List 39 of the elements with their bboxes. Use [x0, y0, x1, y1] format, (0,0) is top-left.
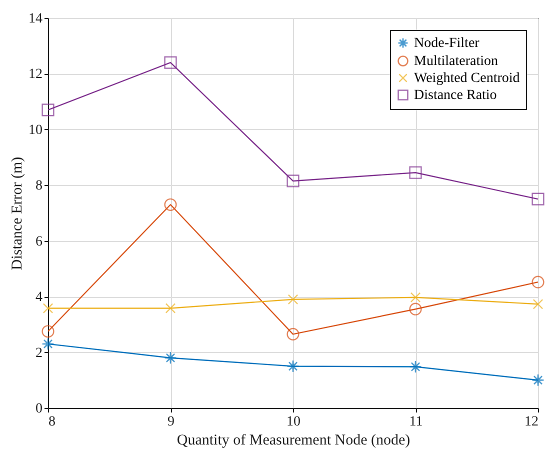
point: [410, 292, 421, 303]
point: [286, 328, 300, 340]
point: [164, 198, 177, 211]
y-tick-label: 14: [28, 12, 42, 26]
point: [164, 56, 177, 69]
legend-label: Multilateration: [414, 54, 498, 69]
point: [42, 303, 54, 314]
legend-label: Distance Ratio: [414, 88, 497, 103]
legend-label: Weighted Centroid: [414, 71, 520, 86]
point: [42, 338, 54, 350]
point: [409, 302, 422, 316]
x-tick-label: 10: [286, 414, 300, 430]
y-tick-label: 6: [36, 234, 42, 250]
x-tick-label: 11: [409, 414, 423, 430]
legend-label: Node-Filter: [414, 36, 480, 51]
x-tick-label: 9: [168, 414, 174, 430]
point: [288, 294, 298, 305]
point: [532, 298, 544, 310]
x-tick-label: 8: [48, 414, 56, 430]
point: [532, 192, 544, 206]
x-axis-title: Quantity of Measurement Node (node): [176, 432, 410, 448]
point: [286, 360, 300, 373]
point: [165, 303, 176, 314]
point: [409, 360, 422, 374]
y-tick-label: 10: [28, 122, 42, 138]
point: [532, 276, 544, 288]
point: [532, 374, 544, 386]
y-tick-label: 4: [36, 290, 42, 306]
point: [164, 352, 177, 364]
y-tick-label: 12: [28, 67, 42, 82]
y-tick-label: 0: [36, 402, 42, 416]
point: [42, 104, 54, 116]
point: [409, 166, 422, 179]
y-axis-title: Distance Error (m): [10, 156, 26, 270]
y-tick-label: 2: [36, 346, 42, 361]
point: [286, 174, 300, 188]
y-tick-label: 8: [36, 178, 42, 194]
point: [42, 325, 54, 338]
x-tick-label: 12: [524, 414, 538, 430]
